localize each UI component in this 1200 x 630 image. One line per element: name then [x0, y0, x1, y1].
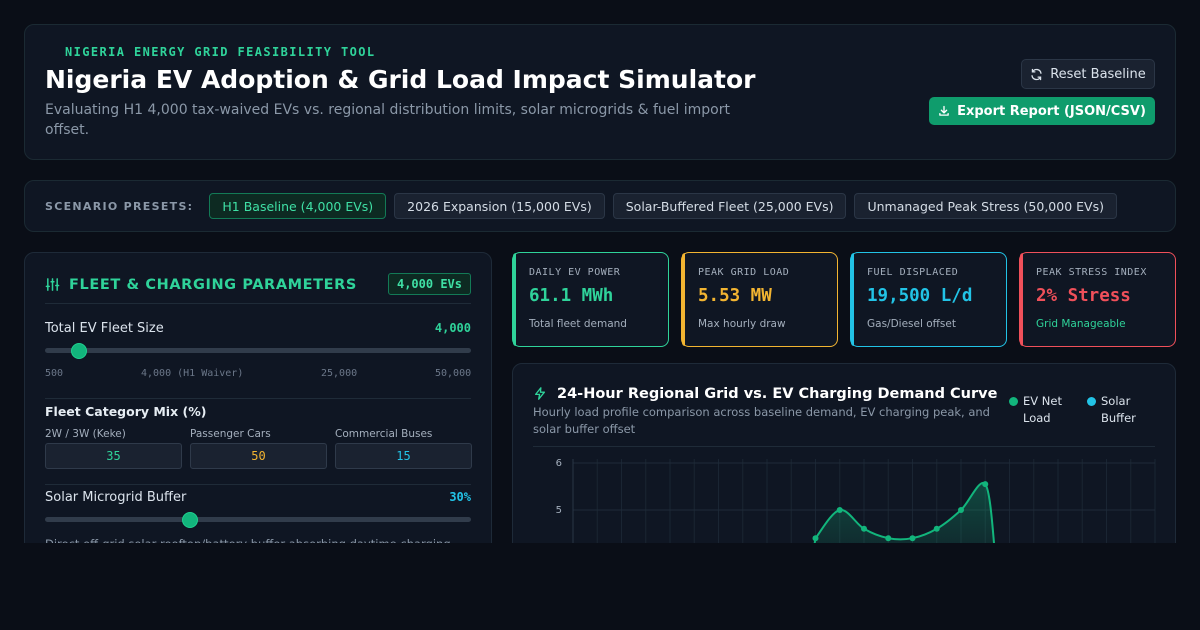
ev-net-load-point[interactable] — [958, 507, 964, 513]
viewport-cutoff — [0, 543, 1200, 630]
fleet-size-slider-track[interactable] — [45, 348, 471, 353]
chart-divider — [533, 446, 1155, 447]
kpi-value: 2% Stress — [1036, 286, 1131, 306]
solar-buffer-value: 30% — [449, 490, 471, 504]
solar-buffer-slider-track[interactable] — [45, 517, 471, 522]
kpi-daily-ev-power: DAILY EV POWER 61.1 MWh Total fleet dema… — [512, 252, 669, 347]
kpi-label: DAILY EV POWER — [529, 267, 621, 278]
solar-buffer-slider-thumb[interactable] — [181, 512, 198, 528]
preset-unmanaged-peak-stress[interactable]: Unmanaged Peak Stress (50,000 EVs) — [854, 193, 1117, 219]
kpi-subtext: Total fleet demand — [529, 318, 627, 330]
download-icon — [939, 105, 949, 116]
fleet-tick-25000: 25,000 — [321, 368, 358, 379]
scenario-presets-label: SCENARIO PRESETS: — [45, 199, 194, 213]
divider — [45, 303, 471, 304]
mix-label: Commercial Buses — [335, 428, 433, 440]
kpi-peak-stress-index: PEAK STRESS INDEX 2% Stress Grid Managea… — [1019, 252, 1176, 347]
kpi-accent-bar — [851, 253, 854, 346]
kpi-label: PEAK STRESS INDEX — [1036, 267, 1147, 278]
divider — [45, 484, 471, 485]
sliders-icon — [45, 278, 60, 291]
kpi-accent-bar — [1020, 253, 1023, 346]
ev-net-load-point[interactable] — [812, 535, 819, 542]
load-curve-chart: 65 — [556, 458, 1156, 572]
header-card: NIGERIA ENERGY GRID FEASIBILITY TOOL Nig… — [24, 24, 1176, 160]
y-tick-label: 5 — [556, 505, 562, 516]
preset-h1-baseline[interactable]: H1 Baseline (4,000 EVs) — [209, 193, 387, 219]
chart-subtitle: Hourly load profile comparison across ba… — [533, 405, 990, 436]
fleet-size-value: 4,000 — [434, 321, 471, 335]
fleet-parameters-panel: FLEET & CHARGING PARAMETERS 4,000 EVs To… — [24, 252, 492, 572]
legend-ev-net-load[interactable]: EV Net Load — [1009, 393, 1071, 427]
mix-passenger-cars: Passenger Cars 50 — [190, 428, 327, 469]
reset-baseline-button[interactable]: Reset Baseline — [1021, 59, 1155, 89]
fleet-tick-min: 500 — [45, 368, 64, 379]
ev-net-load-point[interactable] — [861, 525, 867, 532]
mix-two-three-wheeler-input[interactable]: 35 — [45, 443, 182, 469]
mix-label: 2W / 3W (Keke) — [45, 428, 126, 440]
page-subtitle: Evaluating H1 4,000 tax-waived EVs vs. r… — [45, 102, 730, 138]
kpi-accent-bar — [513, 253, 516, 346]
mix-commercial-buses-input[interactable]: 15 — [335, 443, 472, 469]
kpi-peak-grid-load: PEAK GRID LOAD 5.53 MW Max hourly draw — [681, 252, 838, 347]
export-report-button[interactable]: Export Report (JSON/CSV) — [929, 97, 1155, 125]
kpi-accent-bar — [682, 253, 685, 346]
kpi-label: FUEL DISPLACED — [867, 267, 959, 278]
export-report-label: Export Report (JSON/CSV) — [957, 103, 1146, 119]
ev-net-load-point[interactable] — [909, 535, 916, 542]
legend-solar-buffer[interactable]: Solar Buffer — [1087, 393, 1149, 427]
fleet-size-label: Total EV Fleet Size — [45, 321, 164, 336]
lightning-icon — [534, 387, 546, 400]
demand-curve-panel: 24-Hour Regional Grid vs. EV Charging De… — [512, 363, 1176, 573]
fleet-tick-max: 50,000 — [435, 368, 472, 379]
ev-net-load-point[interactable] — [933, 525, 940, 532]
legend-swatch — [1009, 397, 1018, 406]
kpi-value: 19,500 L/d — [867, 286, 973, 306]
preset-solar-buffered-fleet[interactable]: Solar-Buffered Fleet (25,000 EVs) — [612, 193, 847, 219]
ev-net-load-point[interactable] — [982, 481, 989, 488]
mix-commercial-buses: Commercial Buses 15 — [335, 428, 472, 469]
mix-label: Passenger Cars — [190, 428, 271, 440]
parameters-panel-title: FLEET & CHARGING PARAMETERS — [69, 277, 357, 293]
kpi-subtext: Gas/Diesel offset — [867, 318, 956, 330]
ev-net-load-point[interactable] — [885, 535, 892, 542]
chart-title: 24-Hour Regional Grid vs. EV Charging De… — [557, 386, 998, 402]
legend-swatch — [1087, 397, 1096, 406]
ev-net-load-point[interactable] — [836, 507, 843, 513]
fleet-mix-title: Fleet Category Mix (%) — [45, 404, 207, 419]
app-eyebrow: NIGERIA ENERGY GRID FEASIBILITY TOOL — [65, 45, 376, 59]
mix-two-three-wheeler: 2W / 3W (Keke) 35 — [45, 428, 182, 469]
mix-passenger-cars-input[interactable]: 50 — [190, 443, 327, 469]
fleet-size-slider-thumb[interactable] — [71, 343, 88, 359]
kpi-subtext: Grid Manageable — [1036, 318, 1126, 330]
scenario-presets-bar: SCENARIO PRESETS: H1 Baseline (4,000 EVs… — [24, 180, 1176, 232]
fleet-tick-h1-waiver: 4,000 (H1 Waiver) — [141, 368, 244, 379]
kpi-label: PEAK GRID LOAD — [698, 267, 790, 278]
preset-2026-expansion[interactable]: 2026 Expansion (15,000 EVs) — [394, 193, 605, 219]
page-title: Nigeria EV Adoption & Grid Load Impact S… — [45, 65, 756, 94]
kpi-value: 5.53 MW — [698, 286, 772, 306]
kpi-fuel-displaced: FUEL DISPLACED 19,500 L/d Gas/Diesel off… — [850, 252, 1007, 347]
legend-label: Solar Buffer — [1101, 394, 1136, 425]
fleet-size-badge: 4,000 EVs — [387, 273, 471, 295]
divider — [45, 398, 471, 399]
kpi-subtext: Max hourly draw — [698, 318, 786, 330]
refresh-icon — [1031, 68, 1042, 80]
reset-baseline-label: Reset Baseline — [1050, 66, 1146, 82]
y-tick-label: 6 — [556, 458, 562, 469]
kpi-value: 61.1 MWh — [529, 286, 614, 306]
solar-buffer-label: Solar Microgrid Buffer — [45, 490, 187, 505]
legend-label: EV Net Load — [1023, 394, 1062, 425]
